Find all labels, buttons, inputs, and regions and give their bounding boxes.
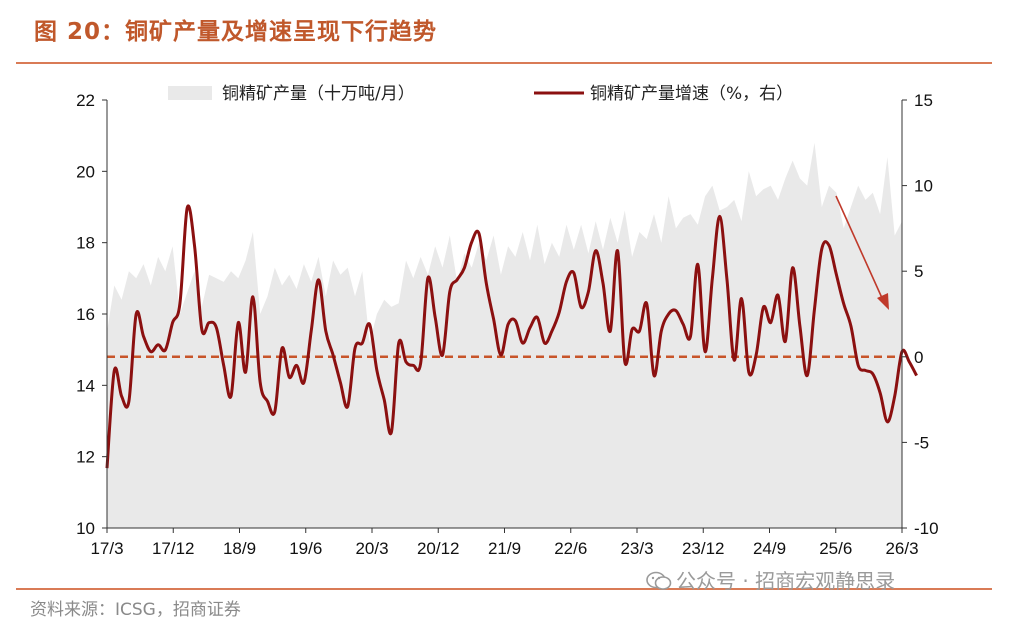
right-tick-label: 5 — [914, 262, 923, 281]
left-tick-label: 18 — [76, 234, 95, 253]
legend-line-label: 铜精矿产量增速（%，右） — [590, 84, 793, 104]
title-rule — [16, 62, 992, 64]
right-tick-label: 0 — [914, 348, 923, 367]
figure-title: 图 20：铜矿产量及增速呈现下行趋势 — [34, 19, 438, 45]
x-tick-label: 23/12 — [682, 539, 725, 558]
x-tick-label: 25/6 — [819, 539, 852, 558]
right-tick-label: -5 — [914, 433, 929, 452]
line-series-growth — [105, 204, 918, 469]
footer-rule — [16, 588, 992, 590]
x-tick-label: 20/12 — [417, 539, 460, 558]
plot-area: 10 12 14 16 18 20 22 -10 -5 0 5 10 15 17/3 17/12 18/9 19… — [76, 91, 939, 558]
left-tick-label: 16 — [76, 305, 95, 324]
left-tick-label: 14 — [76, 376, 95, 395]
trend-arrow-head — [877, 293, 889, 310]
left-tick-label: 20 — [76, 162, 95, 181]
x-tick-label: 23/3 — [620, 539, 653, 558]
x-tick-label: 17/12 — [152, 539, 195, 558]
x-tick-label: 17/3 — [90, 539, 123, 558]
legend: 铜精矿产量（十万吨/月） 铜精矿产量增速（%，右） — [168, 84, 793, 104]
left-tick-label: 22 — [76, 91, 95, 110]
x-tick-label: 18/9 — [223, 539, 256, 558]
trend-arrow-shaft — [835, 195, 883, 299]
legend-area-swatch — [168, 86, 212, 100]
x-tick-label: 22/6 — [554, 539, 587, 558]
legend-area-label: 铜精矿产量（十万吨/月） — [222, 84, 415, 104]
wechat-icon — [646, 571, 672, 590]
x-tick-label: 21/9 — [488, 539, 521, 558]
watermark: 公众号 · 招商宏观静思录 — [646, 565, 895, 594]
right-tick-label: 15 — [914, 91, 933, 110]
watermark-text: 公众号 · 招商宏观静思录 — [676, 569, 896, 593]
source-note: 资料来源：ICSG，招商证券 — [30, 600, 241, 620]
x-tick-label: 19/6 — [289, 539, 322, 558]
x-tick-label: 20/3 — [355, 539, 388, 558]
x-tick-label: 24/9 — [753, 539, 786, 558]
left-tick-label: 12 — [76, 448, 95, 467]
left-tick-label: 10 — [76, 519, 95, 538]
x-tick-label: 26/3 — [885, 539, 918, 558]
right-tick-label: -10 — [914, 519, 939, 538]
right-tick-label: 10 — [914, 177, 933, 196]
